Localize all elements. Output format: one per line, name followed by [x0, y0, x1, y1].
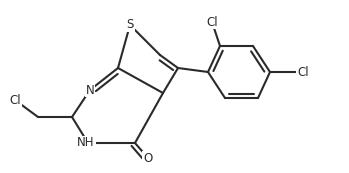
Text: O: O [143, 152, 153, 165]
Text: NH: NH [77, 136, 95, 149]
Text: Cl: Cl [206, 16, 218, 29]
Text: Cl: Cl [297, 66, 309, 79]
Text: S: S [126, 19, 134, 31]
Text: N: N [86, 84, 94, 97]
Text: Cl: Cl [9, 93, 21, 107]
